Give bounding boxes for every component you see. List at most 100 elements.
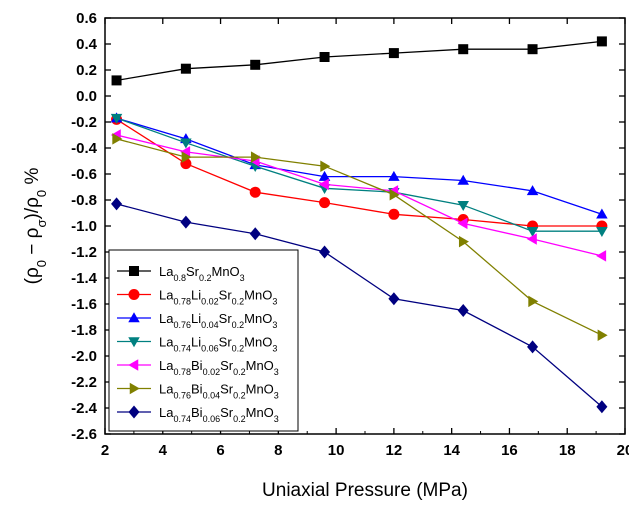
data-point bbox=[596, 36, 607, 47]
x-axis-title: Uniaxial Pressure (MPa) bbox=[262, 480, 468, 501]
legend-item: La0.74Li0.06Sr0.2MnO3 bbox=[117, 335, 277, 354]
x-tick-label: 10 bbox=[328, 442, 345, 459]
x-tick-label: 8 bbox=[274, 442, 282, 459]
data-point bbox=[250, 151, 261, 163]
legend-label: La0.76Bi0.04Sr0.2MnO3 bbox=[159, 382, 279, 401]
y-tick-label: -1.4 bbox=[71, 270, 98, 287]
data-point bbox=[249, 227, 261, 241]
data-point bbox=[249, 186, 261, 198]
y-tick-label: -2.2 bbox=[71, 374, 97, 391]
x-tick-label: 6 bbox=[216, 442, 224, 459]
legend-item: La0.78Li0.02Sr0.2MnO3 bbox=[117, 288, 277, 307]
data-point bbox=[111, 75, 122, 86]
data-point bbox=[180, 138, 192, 149]
data-point bbox=[527, 340, 539, 354]
series-line bbox=[116, 40, 602, 82]
series-1 bbox=[111, 36, 607, 86]
data-point bbox=[388, 48, 399, 59]
y-tick-label: 0.4 bbox=[76, 36, 98, 53]
legend: La0.8Sr0.2MnO3 La0.78Li0.02Sr0.2MnO3 La0.7… bbox=[108, 249, 299, 432]
data-point bbox=[458, 44, 469, 55]
data-point bbox=[528, 295, 539, 308]
legend-marker bbox=[129, 266, 139, 276]
legend-marker bbox=[129, 382, 140, 395]
x-tick-label: 14 bbox=[443, 442, 460, 459]
data-point bbox=[250, 59, 261, 70]
data-point bbox=[110, 113, 123, 124]
y-tick-label: -0.4 bbox=[71, 140, 98, 157]
data-point bbox=[527, 44, 538, 55]
data-point bbox=[596, 250, 607, 262]
data-point bbox=[112, 133, 123, 145]
legend-label: La0.76Li0.04Sr0.2MnO3 bbox=[159, 311, 277, 330]
y-tick-label: -2.4 bbox=[71, 400, 98, 417]
data-point bbox=[457, 200, 469, 211]
legend-label: La0.74Bi0.06Sr0.2MnO3 bbox=[159, 405, 279, 424]
legend-label: La0.78Li0.02Sr0.2MnO3 bbox=[159, 288, 277, 307]
x-tick-label: 12 bbox=[386, 442, 403, 459]
x-tick-label: 4 bbox=[159, 442, 168, 459]
data-point bbox=[596, 400, 608, 414]
data-point bbox=[318, 178, 329, 191]
series-line bbox=[116, 118, 602, 227]
data-point bbox=[457, 217, 468, 230]
data-point bbox=[597, 329, 608, 341]
series-line bbox=[116, 117, 602, 232]
data-point bbox=[111, 197, 123, 211]
series-layer bbox=[110, 36, 608, 414]
data-point bbox=[457, 174, 469, 185]
y-tick-label: -2.0 bbox=[71, 348, 97, 365]
data-point bbox=[388, 170, 400, 181]
y-tick-label: 0.6 bbox=[76, 10, 97, 27]
data-point bbox=[319, 197, 331, 209]
data-point bbox=[526, 185, 539, 196]
legend-item: La0.76Bi0.04Sr0.2MnO3 bbox=[117, 382, 279, 401]
data-point bbox=[319, 52, 330, 62]
y-tick-label: -2.6 bbox=[71, 426, 97, 443]
y-tick-label: -1.0 bbox=[71, 218, 97, 235]
data-point bbox=[320, 160, 331, 172]
axes-layer: 2 4 6 8 10 12 14 16 18 20 0.6 0.4 0.2 0.0 -0.2 -0.4 -0.6… bbox=[71, 10, 629, 459]
data-point bbox=[388, 208, 400, 220]
legend-marker bbox=[128, 312, 140, 323]
data-point bbox=[596, 226, 608, 237]
series-line bbox=[116, 203, 603, 408]
series-2 bbox=[111, 113, 608, 232]
data-point bbox=[319, 245, 331, 259]
y-tick-label: -1.8 bbox=[71, 322, 97, 339]
series-line bbox=[116, 138, 603, 336]
series-line bbox=[116, 117, 603, 215]
y-tick-label: -1.6 bbox=[71, 296, 97, 313]
series-5 bbox=[110, 129, 607, 262]
data-point bbox=[457, 304, 469, 317]
legend-box bbox=[108, 249, 299, 432]
legend-item: La0.8Sr0.2MnO3 bbox=[117, 264, 245, 283]
data-point bbox=[526, 226, 539, 237]
x-tick-label: 2 bbox=[101, 442, 109, 459]
data-point bbox=[526, 233, 537, 245]
legend-label: La0.74Li0.06Sr0.2MnO3 bbox=[159, 335, 277, 354]
y-tick-label: -0.6 bbox=[71, 166, 97, 183]
legend-marker bbox=[128, 289, 140, 300]
legend-item: La0.78Bi0.02Sr0.2MnO3 bbox=[117, 358, 279, 377]
series-line bbox=[116, 134, 603, 257]
data-point bbox=[318, 170, 331, 181]
data-point bbox=[389, 189, 400, 201]
legend-label: La0.8Sr0.2MnO3 bbox=[159, 264, 245, 283]
legend-marker bbox=[128, 359, 139, 371]
data-point bbox=[388, 292, 400, 306]
data-point bbox=[181, 151, 192, 163]
data-point bbox=[458, 235, 469, 248]
y-tick-label: 0.0 bbox=[76, 88, 97, 105]
y-tick-label: -1.2 bbox=[71, 244, 97, 261]
series-7 bbox=[111, 197, 608, 414]
legend-item: La0.74Bi0.06Sr0.2MnO3 bbox=[117, 405, 279, 424]
x-tick-label: 16 bbox=[501, 442, 518, 459]
x-tick-label: 18 bbox=[559, 442, 576, 459]
y-tick-label: -0.2 bbox=[71, 114, 97, 131]
data-point bbox=[180, 63, 191, 74]
legend-item: La0.76Li0.04Sr0.2MnO3 bbox=[117, 311, 277, 330]
series-6 bbox=[112, 133, 608, 341]
